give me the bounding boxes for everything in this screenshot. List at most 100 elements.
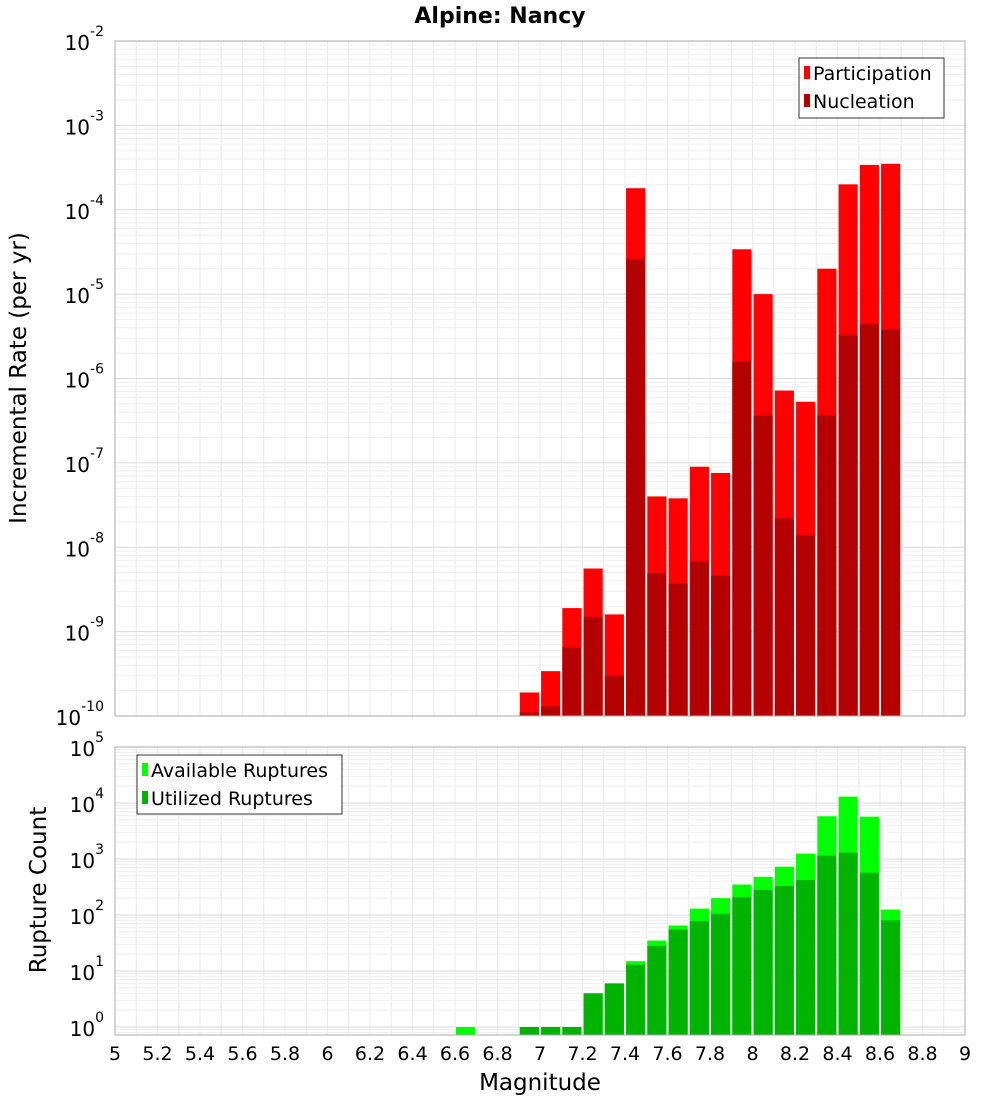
bottom-bar-1-4 [583, 993, 603, 1035]
top-legend-swatch-1 [804, 94, 810, 107]
bottom-bar-0-0 [456, 1027, 476, 1035]
bottom-series-1 [519, 852, 901, 1035]
bottom-bar-1-16 [838, 852, 858, 1035]
bottom-bar-1-14 [796, 880, 816, 1035]
bottom-y-tick-label: 105 [70, 730, 104, 761]
bottom-bar-1-15 [817, 855, 837, 1035]
x-tick-label: 6.6 [440, 1043, 470, 1065]
top-y-tick-label: 10-10 [56, 699, 104, 730]
top-legend-swatch-0 [804, 66, 810, 79]
top-legend-label-0: Participation [813, 63, 932, 85]
top-bar-1-0 [519, 712, 539, 716]
bottom-plot-frame [114, 746, 966, 1036]
bottom-bar-1-5 [604, 983, 624, 1035]
x-axis-label: Magnitude [479, 1070, 601, 1096]
top-y-tick-label: 10-9 [65, 615, 104, 646]
top-grid [114, 40, 966, 717]
bottom-legend-label-1: Utilized Ruptures [151, 788, 313, 810]
x-tick-label: 8.6 [865, 1043, 895, 1065]
bottom-bar-1-8 [668, 929, 688, 1035]
x-tick-label: 5.6 [227, 1043, 257, 1065]
top-bar-1-4 [604, 675, 624, 716]
bottom-bars [456, 796, 901, 1035]
x-tick-label: 8.8 [907, 1043, 937, 1065]
bottom-legend: Available Ruptures Utilized Ruptures [136, 754, 343, 815]
top-bar-1-17 [881, 329, 901, 716]
chart-title: Alpine: Nancy [414, 4, 585, 29]
x-tick-label: 9 [959, 1043, 971, 1065]
bottom-bar-1-10 [711, 913, 731, 1035]
bottom-bar-1-7 [647, 945, 667, 1035]
x-tick-label: 7.6 [652, 1043, 682, 1065]
x-tick-label: 6.2 [355, 1043, 385, 1065]
top-bar-1-2 [562, 647, 582, 716]
bottom-y-tick-label: 104 [70, 786, 104, 817]
x-tick-label: 5.4 [185, 1043, 215, 1065]
x-tick-label: 7.2 [567, 1043, 597, 1065]
bottom-legend-label-0: Available Ruptures [151, 760, 328, 782]
top-bar-1-10 [732, 361, 752, 716]
bottom-bar-1-6 [626, 964, 646, 1035]
top-bar-1-5 [626, 259, 646, 716]
x-tick-label: 5 [109, 1043, 121, 1065]
top-y-axis-label: Incremental Rate (per yr) [6, 232, 32, 524]
bottom-y-tick-label: 101 [70, 954, 104, 985]
top-series-1 [519, 259, 901, 716]
x-tick-label: 6 [321, 1043, 333, 1065]
x-tick-label: 8 [746, 1043, 758, 1065]
bottom-bar-1-2 [541, 1027, 561, 1035]
top-y-tick-label: 10-7 [65, 446, 104, 477]
top-bar-1-13 [796, 534, 816, 716]
top-bar-1-16 [859, 324, 879, 716]
x-tick-label: 8.4 [822, 1043, 852, 1065]
x-tick-label: 5.8 [270, 1043, 300, 1065]
top-y-tick-labels: 10-10 10-9 10-8 10-7 10-6 10-5 10-4 10-3 10-2 [56, 24, 104, 730]
top-bar-1-6 [647, 573, 667, 716]
bottom-bar-1-3 [562, 1027, 582, 1035]
bottom-bar-1-18 [881, 920, 901, 1035]
x-tick-label: 8.2 [780, 1043, 810, 1065]
incremental-rate-panel: 10-10 10-9 10-8 10-7 10-6 10-5 10-4 10-3 10-2 Par… [56, 24, 966, 730]
top-y-tick-label: 10-4 [65, 193, 105, 224]
top-bar-1-7 [668, 583, 688, 716]
bottom-y-axis-label: Rupture Count [26, 807, 52, 973]
rupture-count-panel: 100 101 102 103 104 105 Available Ruptures Util… [70, 730, 971, 1065]
x-tick-labels: 5 5.2 5.4 5.6 5.8 6 6.2 6.4 6.6 6.8 7 7.2 7.4 7.6 7.8 8… [109, 1043, 971, 1065]
bottom-legend-swatch-1 [142, 791, 148, 804]
bottom-bar-1-1 [519, 1027, 539, 1035]
top-bar-1-9 [711, 575, 731, 716]
top-y-tick-label: 10-6 [65, 362, 105, 393]
x-tick-label: 7 [534, 1043, 546, 1065]
bottom-bar-1-11 [732, 896, 752, 1035]
top-legend-box [798, 57, 945, 119]
bottom-bar-1-13 [774, 885, 794, 1035]
bottom-bar-1-17 [859, 872, 879, 1035]
top-legend: Participation Nucleation [798, 57, 945, 119]
top-bar-1-14 [817, 414, 837, 716]
top-y-tick-label: 10-2 [65, 24, 104, 55]
top-y-tick-label: 10-3 [65, 108, 104, 139]
top-bar-1-8 [689, 561, 709, 716]
bottom-y-tick-label: 100 [70, 1010, 104, 1041]
top-bar-1-1 [541, 706, 561, 716]
top-y-tick-label: 10-5 [65, 277, 104, 308]
bottom-y-tick-label: 103 [70, 842, 104, 873]
bottom-y-tick-labels: 100 101 102 103 104 105 [70, 730, 104, 1041]
bottom-bar-1-12 [753, 889, 773, 1035]
top-plot-frame [114, 40, 966, 717]
top-bars [519, 163, 901, 717]
bottom-legend-box [136, 754, 343, 815]
top-bar-1-15 [838, 334, 858, 716]
top-bar-0-0 [519, 692, 539, 716]
bottom-bar-1-9 [689, 921, 709, 1035]
bottom-legend-swatch-0 [142, 763, 148, 776]
top-bar-1-11 [753, 414, 773, 716]
x-tick-label: 6.4 [397, 1043, 427, 1065]
x-tick-label: 5.2 [142, 1043, 172, 1065]
top-bar-1-3 [583, 616, 603, 716]
top-y-tick-label: 10-8 [65, 530, 104, 561]
top-bar-1-12 [774, 518, 794, 716]
top-bar-0-1 [541, 671, 561, 716]
x-tick-label: 7.4 [610, 1043, 640, 1065]
